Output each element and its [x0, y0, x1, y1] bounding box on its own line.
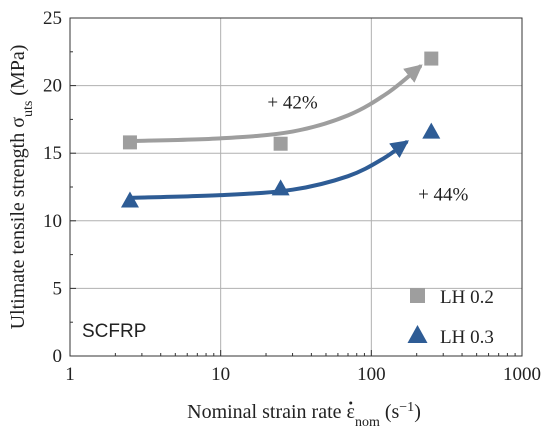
- panel-label: SCFRP: [82, 321, 146, 342]
- y-tick-label-0: 0: [53, 346, 63, 367]
- legend: LH 0.2 LH 0.3: [407, 287, 494, 348]
- x-axis-label-dot-accent: [349, 401, 353, 405]
- x-axis-label-subscript: nom: [355, 415, 380, 427]
- x-axis-label-symbol: ε: [347, 401, 355, 423]
- data-point-lh02-0: [122, 135, 137, 150]
- x-tick-label-1000: 1000: [503, 364, 541, 385]
- y-tick-label-20: 20: [43, 76, 62, 97]
- legend-marker-square: [410, 288, 425, 303]
- data-point-lh03-0: [120, 191, 139, 208]
- annotations: + 42% + 44%: [267, 93, 468, 206]
- trend-lines: [127, 64, 423, 200]
- y-axis-label: Ultimate tensile strength σuts (MPa): [7, 45, 36, 330]
- annotation-increase-lh03: + 44%: [418, 185, 468, 206]
- x-tick-label-10: 10: [211, 364, 230, 385]
- data-points: [120, 51, 441, 208]
- trend-arrow-lh02: [127, 64, 423, 144]
- y-axis-label-subscript: uts: [21, 101, 36, 117]
- legend-label-lh03: LH 0.3: [440, 327, 494, 348]
- x-axis-label-unit-exponent: −1: [399, 400, 414, 415]
- y-tick-label-15: 15: [43, 143, 62, 164]
- x-tick-label-1: 1: [65, 364, 75, 385]
- y-tick-label-5: 5: [53, 278, 63, 299]
- data-point-lh03-2: [422, 122, 441, 139]
- data-point-lh02-2: [424, 51, 439, 66]
- grid-lines: [70, 18, 522, 356]
- axis-ticks: 1 10 100 1000 0 5 10 15 20 25: [43, 8, 541, 385]
- legend-marker-triangle: [407, 325, 428, 343]
- legend-label-lh02: LH 0.2: [440, 287, 494, 308]
- x-axis-label-prefix: Nominal strain rate: [187, 401, 346, 423]
- data-point-lh03-1: [271, 179, 290, 196]
- data-point-lh02-1: [273, 136, 288, 151]
- y-axis-label-text: Ultimate tensile strength σ: [7, 117, 29, 330]
- y-axis-label-unit: (MPa): [7, 45, 29, 101]
- annotation-increase-lh02: + 42%: [267, 93, 317, 114]
- trend-arrow-lh03: [127, 140, 409, 200]
- y-tick-label-10: 10: [43, 211, 62, 232]
- y-tick-label-25: 25: [43, 8, 62, 29]
- x-axis-label-unit-end: ): [414, 401, 421, 423]
- x-axis-label-unit: (s: [380, 401, 400, 423]
- x-axis-label: Nominal strain rate εnom (s−1): [187, 400, 421, 427]
- x-tick-label-100: 100: [357, 364, 386, 385]
